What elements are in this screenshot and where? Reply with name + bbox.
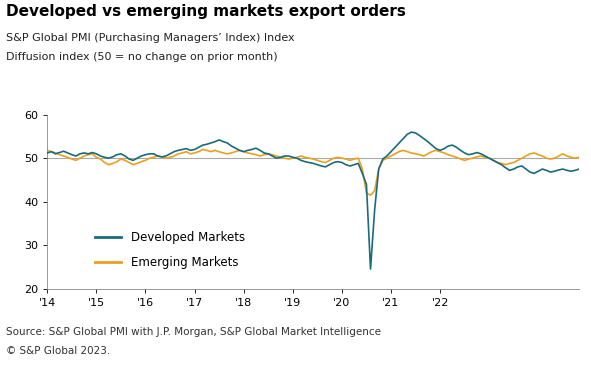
Legend: Developed Markets, Emerging Markets: Developed Markets, Emerging Markets — [90, 227, 249, 274]
Text: S&P Global PMI (Purchasing Managers’ Index) Index: S&P Global PMI (Purchasing Managers’ Ind… — [6, 33, 294, 43]
Text: © S&P Global 2023.: © S&P Global 2023. — [6, 346, 110, 356]
Text: Developed vs emerging markets export orders: Developed vs emerging markets export ord… — [6, 4, 406, 19]
Text: Source: S&P Global PMI with J.P. Morgan, S&P Global Market Intelligence: Source: S&P Global PMI with J.P. Morgan,… — [6, 327, 381, 337]
Text: Diffusion index (50 = no change on prior month): Diffusion index (50 = no change on prior… — [6, 52, 278, 62]
